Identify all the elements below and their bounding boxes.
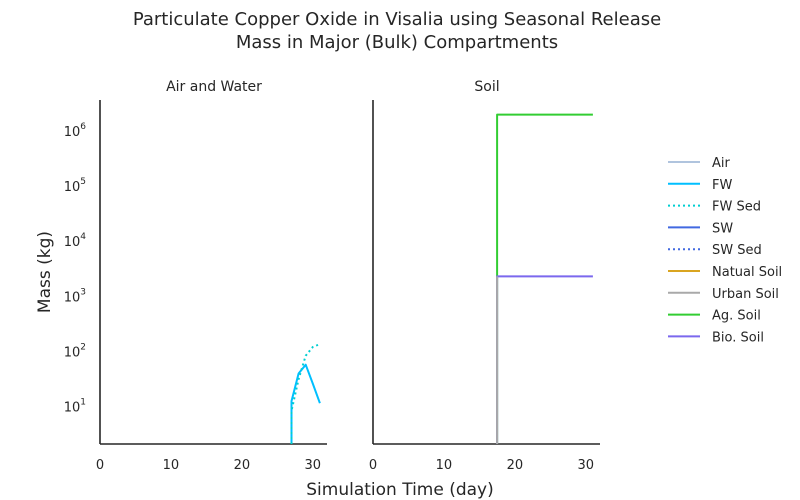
legend-label: Ag. Soil (712, 309, 761, 324)
series-line-fw (290, 363, 321, 444)
y-tick-label: 102 (64, 342, 86, 360)
legend-label: SW Sed (712, 243, 762, 258)
legend: Air FW FW Sed SW SW Sed Natual Soil Urban Soil… (668, 156, 782, 345)
legend-label: Natual Soil (712, 265, 782, 280)
y-axis-label: Mass (kg) (35, 231, 55, 313)
y-tick-label: 101 (64, 397, 86, 415)
legend-item-sw: SW (668, 221, 733, 236)
x-tick-label: 30 (305, 458, 322, 473)
x-tick-label: 20 (507, 458, 524, 473)
legend-item-ag-soil: Ag. Soil (668, 309, 761, 324)
x-tick-label: 0 (369, 458, 377, 473)
legend-label: Urban Soil (712, 287, 779, 302)
legend-item-fw: FW (668, 178, 732, 193)
legend-item-fw-sed: FW Sed (668, 200, 761, 215)
panel-title-air-and-water: Air and Water (166, 79, 262, 95)
panel-air-and-water: Air and Water 0 10 20 30 101 102 103 104 105 106 (64, 79, 327, 473)
legend-item-natual-soil: Natual Soil (668, 265, 782, 280)
legend-label: FW (712, 178, 732, 193)
y-tick-label: 106 (64, 122, 87, 140)
legend-item-urban-soil: Urban Soil (668, 287, 779, 302)
figure-title-line2: Mass in Major (Bulk) Compartments (236, 32, 558, 53)
x-tick-label: 20 (234, 458, 251, 473)
legend-label: SW (712, 221, 733, 236)
legend-label: FW Sed (712, 200, 761, 215)
x-tick-label: 30 (578, 458, 595, 473)
x-axis-label: Simulation Time (day) (306, 480, 494, 500)
series-line-bio-soil (496, 275, 593, 444)
y-tick-label: 103 (64, 287, 86, 305)
x-tick-label: 0 (96, 458, 104, 473)
legend-item-air: Air (668, 156, 731, 171)
x-tick-label: 10 (436, 458, 453, 473)
series-line-ag-soil (496, 113, 593, 444)
legend-label: Bio. Soil (712, 330, 764, 345)
panel-soil: Soil 0 10 20 30 (369, 79, 600, 473)
panel-title-soil: Soil (474, 79, 499, 95)
y-tick-label: 104 (64, 232, 87, 250)
legend-item-sw-sed: SW Sed (668, 243, 762, 258)
legend-label: Air (712, 156, 731, 171)
legend-item-bio-soil: Bio. Soil (668, 330, 764, 345)
x-tick-label: 10 (163, 458, 180, 473)
y-tick-label: 105 (64, 177, 86, 195)
figure-title-line1: Particulate Copper Oxide in Visalia usin… (133, 9, 661, 30)
